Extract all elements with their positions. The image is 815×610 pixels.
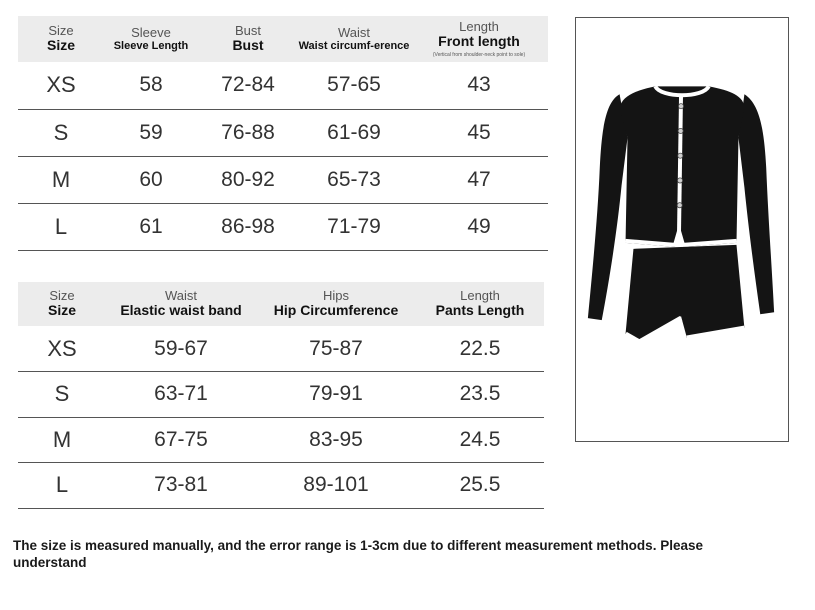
table-row: XS 58 72-84 57-65 43 <box>18 62 548 110</box>
size-cell: S <box>18 371 106 418</box>
waist-cell: 65-73 <box>298 156 410 204</box>
table-row: S 63-71 79-91 23.5 <box>18 371 544 418</box>
size-cell: XS <box>18 326 106 372</box>
table-row: L 61 86-98 71-79 49 <box>18 203 548 251</box>
size-cell: L <box>18 203 104 251</box>
length-cell: 45 <box>410 109 548 157</box>
bust-cell: 72-84 <box>198 62 298 110</box>
waist-cell: 71-79 <box>298 203 410 251</box>
waist-cell: 67-75 <box>106 417 256 463</box>
bottom-header-size: Size Size <box>18 282 106 326</box>
pants-length-cell: 22.5 <box>416 326 544 372</box>
top-size-table: Size Size Sleeve Sleeve Length Bust Bust… <box>18 16 548 251</box>
bust-cell: 80-92 <box>198 156 298 204</box>
size-cell: XS <box>18 62 104 110</box>
waist-cell: 57-65 <box>298 62 410 110</box>
table-row: XS 59-67 75-87 22.5 <box>18 326 544 372</box>
pants-length-cell: 23.5 <box>416 371 544 418</box>
sleeve-cell: 58 <box>104 62 198 110</box>
top-table-header-row: Size Size Sleeve Sleeve Length Bust Bust… <box>18 16 548 62</box>
top-header-bust: Bust Bust <box>198 16 298 62</box>
table-row: M 60 80-92 65-73 47 <box>18 156 548 204</box>
hips-cell: 83-95 <box>256 417 416 463</box>
bottom-table-header-row: Size Size Waist Elastic waist band Hips … <box>18 282 544 326</box>
measurement-footnote: The size is measured manually, and the e… <box>13 538 703 570</box>
waist-cell: 73-81 <box>106 462 256 509</box>
length-cell: 49 <box>410 203 548 251</box>
sleeve-cell: 59 <box>104 109 198 157</box>
hips-cell: 75-87 <box>256 326 416 372</box>
bottom-header-hips: Hips Hip Circumference <box>256 282 416 326</box>
bottom-header-waist: Waist Elastic waist band <box>106 282 256 326</box>
size-cell: M <box>18 156 104 204</box>
bust-cell: 76-88 <box>198 109 298 157</box>
size-cell: L <box>18 462 106 509</box>
size-cell: S <box>18 109 104 157</box>
length-cell: 43 <box>410 62 548 110</box>
hips-cell: 89-101 <box>256 462 416 509</box>
bottom-size-table: Size Size Waist Elastic waist band Hips … <box>18 282 544 509</box>
top-header-sleeve: Sleeve Sleeve Length <box>104 16 198 62</box>
size-cell: M <box>18 417 106 463</box>
top-header-length: Length Front length (Vertical from shoul… <box>410 16 548 62</box>
top-header-size: Size Size <box>18 16 104 62</box>
table-row: M 67-75 83-95 24.5 <box>18 417 544 463</box>
black-cardigan-and-shorts-set-illustration <box>587 85 775 345</box>
sleeve-cell: 61 <box>104 203 198 251</box>
length-cell: 47 <box>410 156 548 204</box>
pants-length-cell: 25.5 <box>416 462 544 509</box>
table-row: S 59 76-88 61-69 45 <box>18 109 548 157</box>
bottom-header-length: Length Pants Length <box>416 282 544 326</box>
top-header-waist: Waist Waist circumf-erence <box>298 16 410 62</box>
sleeve-cell: 60 <box>104 156 198 204</box>
waist-cell: 63-71 <box>106 371 256 418</box>
hips-cell: 79-91 <box>256 371 416 418</box>
table-row: L 73-81 89-101 25.5 <box>18 462 544 509</box>
bust-cell: 86-98 <box>198 203 298 251</box>
waist-cell: 59-67 <box>106 326 256 372</box>
product-image-frame <box>575 17 789 442</box>
pants-length-cell: 24.5 <box>416 417 544 463</box>
waist-cell: 61-69 <box>298 109 410 157</box>
